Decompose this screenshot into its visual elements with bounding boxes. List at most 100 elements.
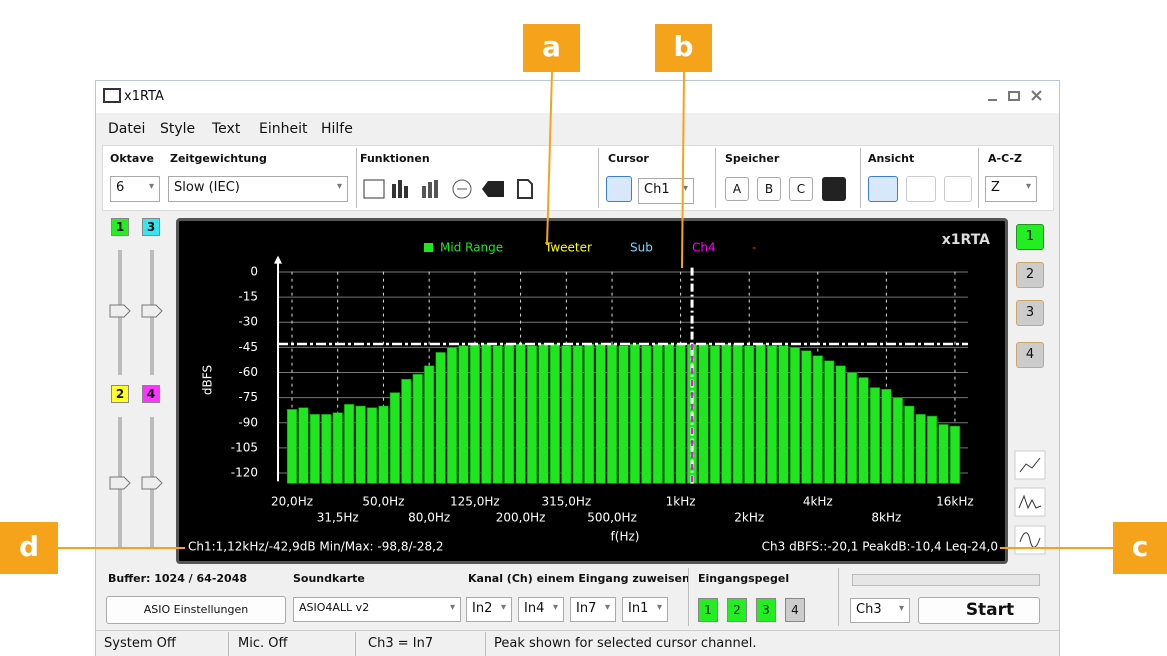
y-tick-label: -60 (238, 365, 258, 379)
x-tick-label: 2kHz (734, 511, 764, 525)
group-label: Kanal (Ch) einem Eingang zuweisen (468, 572, 690, 585)
legend-label: Mid Range (440, 241, 503, 255)
status-field: System Off (104, 636, 176, 651)
y-tick-label: -75 (238, 390, 258, 404)
bar (926, 415, 938, 484)
bar (652, 343, 663, 484)
status-field: Ch3 = In7 (368, 636, 434, 651)
bar (412, 373, 423, 484)
dropdown[interactable]: Ch3 (850, 598, 910, 623)
level-indicator: 1 (698, 598, 718, 622)
start-label: Start (965, 600, 1015, 620)
bar (584, 343, 595, 484)
menu-item[interactable]: Einheit (259, 121, 308, 137)
x-tick-label: 50,0Hz (362, 495, 404, 509)
dropdown[interactable]: Slow (IEC) (168, 176, 348, 202)
separator (978, 148, 979, 208)
bar (618, 345, 629, 484)
dropdown[interactable]: 6 (110, 176, 160, 202)
window-controls[interactable] (985, 88, 1050, 104)
legend-swatch (424, 243, 433, 252)
sliders[interactable] (100, 245, 170, 555)
channel-button[interactable]: 3 (142, 218, 160, 236)
status-bar (96, 630, 1059, 656)
separator (356, 148, 357, 208)
separator (228, 632, 229, 656)
chart-panel (176, 218, 1008, 564)
y-tick-label: -30 (238, 315, 258, 329)
menu-item[interactable]: Hilfe (321, 121, 353, 137)
bar (526, 345, 538, 484)
channel-select[interactable]: 4 (1016, 342, 1044, 368)
bar (812, 355, 823, 484)
bar (344, 404, 355, 484)
view-button[interactable] (906, 176, 936, 202)
separator (838, 568, 839, 626)
bar (709, 345, 721, 484)
buffer-label: Buffer: 1024 / 64-2048 (108, 572, 248, 585)
channel-select[interactable]: 3 (1016, 300, 1044, 326)
group-label: Cursor (608, 152, 649, 165)
memory-save[interactable] (822, 177, 846, 201)
bar (595, 343, 606, 484)
y-tick-label: -120 (231, 466, 258, 480)
dropdown[interactable]: ASIO4ALL v2 (293, 597, 461, 622)
x-tick-label: 125,0Hz (450, 495, 500, 509)
channel-button[interactable]: 4 (142, 385, 160, 403)
x-tick-label: 500,0Hz (587, 511, 637, 525)
memory-button[interactable]: A (725, 177, 749, 201)
menu-item[interactable]: Datei (108, 121, 146, 137)
legend-label: Sub (630, 241, 653, 255)
bar (298, 407, 309, 484)
legend-label: - (752, 241, 756, 255)
channel-button[interactable]: 2 (111, 385, 129, 403)
y-tick-label: -15 (238, 290, 258, 304)
bar (424, 365, 435, 484)
bar (789, 347, 801, 484)
bar (446, 347, 458, 484)
menu-item[interactable]: Text (212, 121, 241, 137)
dropdown[interactable]: Z (985, 176, 1037, 202)
view-button[interactable] (868, 176, 898, 202)
menu-item[interactable]: Style (160, 121, 196, 137)
channel-select[interactable]: 2 (1016, 262, 1044, 288)
dropdown[interactable]: Ch1 (638, 178, 694, 204)
function-icons[interactable] (362, 176, 542, 202)
x-tick-label: 80,0Hz (408, 511, 450, 525)
bar (481, 343, 492, 484)
dropdown[interactable]: In7 (570, 597, 616, 622)
bar (332, 412, 343, 484)
bar (515, 343, 526, 484)
bar (561, 345, 572, 484)
view-button[interactable] (944, 176, 972, 202)
bar (869, 387, 881, 484)
level-indicator: 2 (727, 598, 747, 622)
asio-button[interactable]: ASIO Einstellungen (106, 596, 286, 624)
dropdown[interactable]: In2 (466, 597, 512, 622)
level-readout: Ch3 dBFS::-20,1 PeakdB:-10,4 Leq-24,0 (762, 540, 998, 554)
start-button[interactable]: Start (918, 597, 1040, 624)
bar (915, 414, 926, 484)
side-icons[interactable] (1014, 450, 1048, 560)
memory-button[interactable]: B (757, 177, 781, 201)
cursor-button[interactable] (606, 176, 632, 202)
bar (321, 414, 332, 484)
channel-select[interactable]: 1 (1016, 224, 1044, 250)
group-label: Eingangspegel (698, 572, 790, 585)
bar (606, 343, 618, 484)
bar (744, 345, 755, 484)
bar (755, 343, 766, 484)
bar (504, 343, 515, 484)
dropdown[interactable]: In4 (518, 597, 564, 622)
group-label: Soundkarte (293, 572, 365, 585)
memory-button[interactable]: C (789, 177, 813, 201)
bar (858, 377, 869, 484)
dropdown[interactable]: In1 (622, 597, 668, 622)
bar (492, 345, 503, 484)
callout: b (655, 24, 712, 72)
separator (715, 148, 716, 208)
callout: c (1113, 522, 1167, 574)
status-field: Peak shown for selected cursor channel. (494, 636, 757, 651)
channel-button[interactable]: 1 (111, 218, 129, 236)
bar (538, 343, 549, 484)
